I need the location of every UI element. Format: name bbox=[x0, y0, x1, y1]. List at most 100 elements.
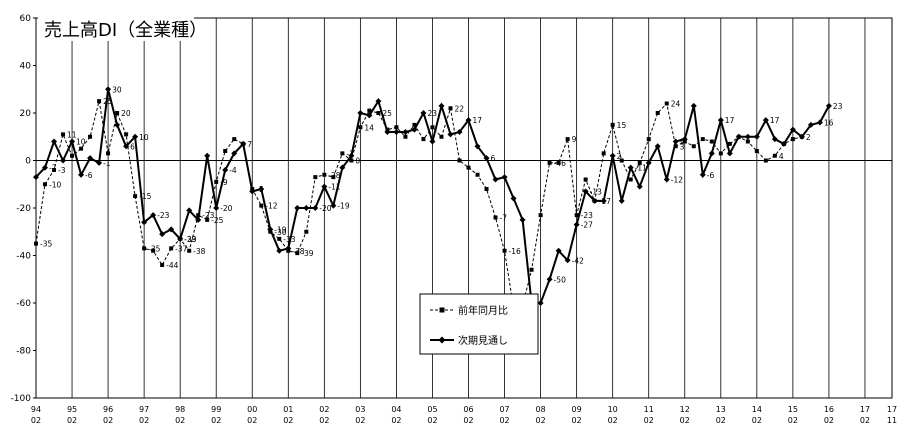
x-tick-year: 97 bbox=[139, 405, 149, 414]
data-label: -19 bbox=[337, 202, 349, 211]
data-label: 2 bbox=[806, 133, 811, 142]
x-tick-month: 02 bbox=[463, 416, 473, 425]
data-label: -20 bbox=[319, 204, 331, 213]
marker-yoy bbox=[565, 137, 570, 142]
marker-outlook bbox=[717, 117, 724, 124]
marker-outlook bbox=[456, 129, 463, 135]
data-label: 25 bbox=[382, 109, 392, 118]
y-tick-label: -100 bbox=[11, 394, 32, 404]
x-tick-month: 02 bbox=[824, 416, 834, 425]
x-tick-month: 02 bbox=[608, 416, 618, 425]
x-tick-month: 02 bbox=[247, 416, 257, 425]
marker-outlook bbox=[321, 183, 328, 190]
x-tick-year: 06 bbox=[463, 405, 473, 414]
x-tick-month: 02 bbox=[103, 416, 113, 425]
marker-outlook bbox=[402, 129, 409, 135]
marker-outlook bbox=[69, 138, 76, 145]
data-label: 16 bbox=[824, 119, 834, 128]
marker-yoy bbox=[484, 187, 489, 191]
data-label: -42 bbox=[572, 256, 584, 265]
marker-outlook bbox=[627, 164, 634, 171]
marker-yoy bbox=[538, 213, 543, 218]
marker-outlook bbox=[276, 247, 283, 254]
marker-yoy bbox=[115, 111, 120, 115]
data-label: -29 bbox=[184, 235, 196, 244]
marker-outlook bbox=[591, 197, 598, 204]
marker-outlook bbox=[393, 129, 400, 135]
data-label: -17 bbox=[599, 197, 611, 206]
x-tick-month: 02 bbox=[680, 416, 690, 425]
data-label: 10 bbox=[824, 0, 834, 2]
x-tick-year: 09 bbox=[572, 405, 582, 414]
marker-yoy bbox=[709, 139, 714, 144]
marker-yoy bbox=[664, 101, 669, 106]
legend-label-outlook: 次期見通し bbox=[458, 334, 508, 347]
x-tick-month: 02 bbox=[31, 416, 41, 425]
marker-yoy bbox=[151, 248, 156, 253]
x-tick-year: 08 bbox=[535, 405, 545, 414]
marker-yoy bbox=[583, 177, 588, 182]
marker-yoy bbox=[349, 158, 354, 163]
marker-yoy bbox=[646, 137, 651, 142]
marker-yoy bbox=[169, 246, 174, 251]
marker-outlook bbox=[555, 247, 562, 254]
data-label: -6 bbox=[707, 171, 715, 180]
data-label: -44 bbox=[166, 261, 178, 270]
data-label: 23 bbox=[833, 102, 843, 111]
data-label: -7 bbox=[500, 214, 508, 223]
marker-yoy bbox=[556, 160, 561, 165]
x-tick-year: 17 bbox=[887, 405, 897, 414]
marker-yoy bbox=[475, 172, 480, 177]
data-label: 14 bbox=[364, 123, 374, 132]
marker-outlook bbox=[114, 121, 121, 128]
marker-outlook bbox=[240, 140, 247, 147]
marker-outlook bbox=[348, 152, 355, 159]
marker-yoy bbox=[313, 175, 318, 180]
marker-outlook bbox=[105, 86, 112, 93]
x-tick-year: 16 bbox=[824, 405, 834, 414]
marker-outlook bbox=[141, 219, 148, 226]
marker-outlook bbox=[231, 150, 238, 157]
data-label: -38 bbox=[292, 247, 304, 256]
marker-yoy bbox=[160, 263, 165, 267]
legend: 前年同月比 次期見通し bbox=[419, 293, 539, 355]
data-label: -7 bbox=[49, 164, 57, 173]
marker-yoy bbox=[367, 108, 372, 113]
data-label: -19 bbox=[274, 225, 286, 234]
data-label: 10 bbox=[76, 138, 86, 147]
data-label: 11 bbox=[67, 130, 77, 139]
marker-yoy bbox=[295, 251, 300, 256]
data-label: -46 bbox=[554, 159, 566, 168]
marker-outlook bbox=[447, 131, 454, 138]
x-tick-month: 02 bbox=[427, 416, 437, 425]
data-label: 30 bbox=[112, 85, 122, 94]
marker-yoy bbox=[772, 153, 777, 158]
marker-yoy bbox=[763, 158, 768, 163]
x-tick-year: 00 bbox=[247, 405, 257, 414]
marker-yoy bbox=[637, 160, 642, 165]
marker-outlook bbox=[573, 221, 580, 228]
marker-outlook bbox=[357, 110, 364, 116]
x-tick-month: 02 bbox=[716, 416, 726, 425]
marker-yoy bbox=[70, 153, 75, 158]
marker-outlook bbox=[798, 133, 805, 140]
x-tick-month: 02 bbox=[860, 416, 870, 425]
x-tick-month: 02 bbox=[788, 416, 798, 425]
x-tick-month: 11 bbox=[887, 416, 897, 425]
marker-yoy bbox=[223, 149, 228, 153]
data-label: -1 bbox=[103, 159, 111, 168]
y-tick-label: -20 bbox=[16, 204, 31, 214]
data-label: -10 bbox=[49, 180, 61, 189]
x-axis: 94 02 95 02 96 02 97 02 98 02 99 02 00 02 01 02 02 02 03 02… bbox=[31, 405, 897, 425]
y-axis: -100 -80 -60 -40 -20 0 20 40 60 bbox=[11, 14, 36, 404]
marker-yoy bbox=[322, 172, 327, 177]
marker-outlook bbox=[168, 226, 175, 233]
marker-yoy bbox=[97, 99, 102, 104]
y-tick-label: -40 bbox=[16, 252, 31, 262]
x-tick-year: 98 bbox=[175, 405, 185, 414]
x-tick-month: 02 bbox=[211, 416, 221, 425]
data-label: 15 bbox=[617, 121, 627, 130]
marker-yoy bbox=[430, 125, 435, 130]
data-label: -30 bbox=[274, 228, 286, 237]
